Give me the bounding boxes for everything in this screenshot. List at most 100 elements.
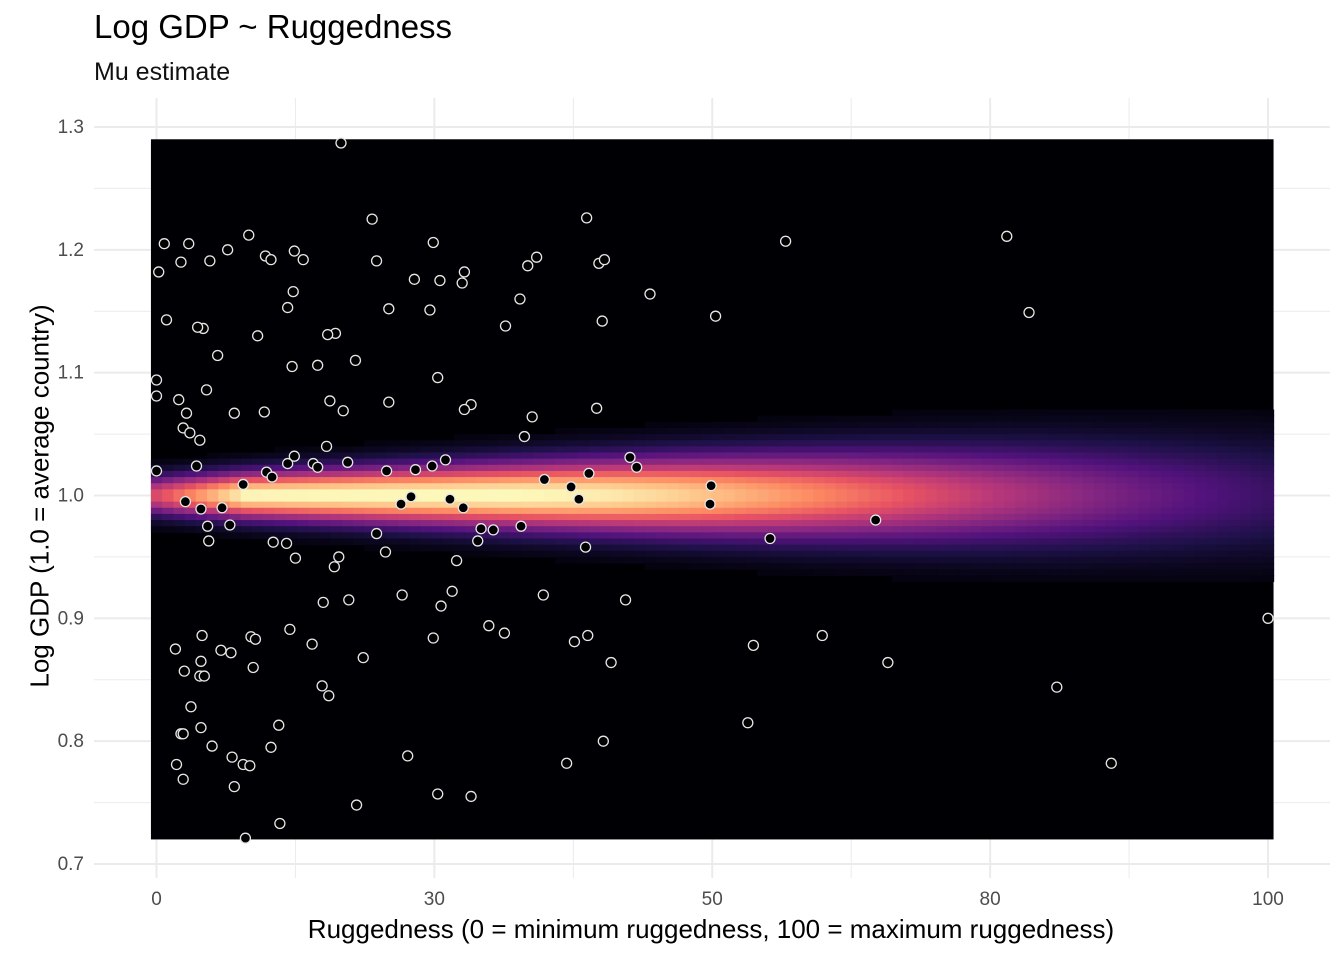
data-point [317, 596, 329, 609]
heatmap-cell [555, 507, 567, 515]
heatmap-cell [1262, 483, 1275, 490]
heatmap-cell [712, 446, 725, 454]
heatmap-cell [1239, 470, 1252, 478]
heatmap-cell [891, 489, 904, 497]
heatmap-cell [498, 458, 511, 466]
heatmap-cell [835, 501, 848, 509]
heatmap-cell [1105, 489, 1117, 497]
heatmap-cell [1026, 550, 1039, 558]
data-point [226, 751, 238, 763]
heatmap-cell [768, 446, 781, 454]
heatmap-cell [1138, 427, 1151, 435]
heatmap-cell [498, 526, 511, 533]
heatmap-cell [476, 507, 489, 515]
heatmap-cell [274, 446, 287, 454]
heatmap-cell [184, 507, 197, 515]
heatmap-cell [824, 483, 837, 490]
heatmap-cell [1060, 526, 1073, 533]
heatmap-cell [835, 526, 848, 533]
heatmap-cell [903, 458, 915, 466]
heatmap-cell [1206, 526, 1219, 533]
heatmap-cell [723, 452, 736, 460]
heatmap-cell [442, 483, 455, 490]
heatmap-cell [364, 532, 377, 540]
heatmap-cell [1217, 513, 1230, 521]
heatmap-cell [846, 520, 859, 527]
heatmap-cell [734, 563, 747, 570]
heatmap-cell [375, 458, 388, 466]
heatmap-cell [712, 464, 725, 472]
heatmap-cell [532, 458, 545, 466]
heatmap-cell [588, 532, 601, 540]
heatmap-cell [970, 409, 983, 417]
heatmap-cell [869, 501, 882, 509]
heatmap-cell [510, 434, 523, 441]
heatmap-cell [1183, 434, 1196, 441]
heatmap-cell [1150, 513, 1162, 521]
heatmap-cell [1206, 569, 1219, 576]
heatmap-cell [633, 532, 646, 540]
heatmap-cell [644, 470, 657, 478]
heatmap-cell [251, 464, 264, 472]
heatmap-cell [656, 550, 668, 558]
heatmap-cell [1026, 415, 1039, 423]
heatmap-cell [745, 489, 758, 497]
heatmap-cell [1183, 563, 1196, 570]
heatmap-cell [689, 458, 702, 466]
heatmap-cell [431, 446, 444, 454]
heatmap-cell [925, 427, 938, 435]
heatmap-cell [633, 489, 646, 497]
heatmap-cell [723, 440, 736, 447]
heatmap-cell [1116, 470, 1129, 478]
heatmap-cell [633, 520, 646, 527]
heatmap-cell [341, 470, 354, 478]
heatmap-cell [285, 520, 298, 527]
heatmap-cell [487, 495, 500, 503]
heatmap-cell [1138, 458, 1151, 466]
heatmap-cell [723, 470, 736, 478]
data-point [366, 213, 378, 225]
heatmap-cell [319, 464, 332, 472]
heatmap-cell [1183, 513, 1196, 521]
heatmap-cell [813, 520, 826, 527]
heatmap-cell [667, 421, 680, 429]
heatmap-cell [903, 507, 915, 515]
heatmap-cell [454, 440, 466, 447]
heatmap-cell [330, 507, 343, 515]
heatmap-cell [229, 470, 242, 478]
heatmap-cell [308, 520, 320, 527]
heatmap-cell [925, 532, 938, 540]
heatmap-cell [891, 526, 904, 533]
heatmap-cell [341, 507, 354, 515]
heatmap-cell [1262, 489, 1275, 497]
heatmap-cell [162, 501, 174, 509]
heatmap-cell [701, 427, 713, 435]
data-point [882, 656, 894, 669]
data-point [267, 536, 279, 548]
heatmap-cell [846, 452, 859, 460]
heatmap-cell [992, 464, 1005, 472]
heatmap-cell [510, 532, 523, 540]
heatmap-cell [1105, 434, 1117, 441]
heatmap-cell [521, 526, 534, 533]
heatmap-cell [925, 477, 938, 484]
heatmap-cell [510, 544, 523, 552]
heatmap-cell [1138, 440, 1151, 447]
data-point [265, 741, 277, 753]
heatmap-cell [1026, 538, 1039, 546]
heatmap-cell [1206, 489, 1219, 497]
heatmap-cell [633, 526, 646, 533]
heatmap-cell [689, 434, 702, 441]
heatmap-cell [263, 520, 276, 527]
data-point [286, 360, 298, 373]
heatmap-cell [947, 563, 960, 570]
heatmap-cell [1228, 513, 1241, 521]
heatmap-cell [947, 464, 960, 472]
heatmap-cell [308, 538, 320, 546]
heatmap-cell [701, 556, 713, 564]
heatmap-cell [970, 489, 983, 497]
heatmap-cell [341, 526, 354, 533]
heatmap-cell [1161, 458, 1174, 466]
heatmap-cell [1150, 575, 1162, 583]
heatmap-cell [1150, 538, 1162, 546]
